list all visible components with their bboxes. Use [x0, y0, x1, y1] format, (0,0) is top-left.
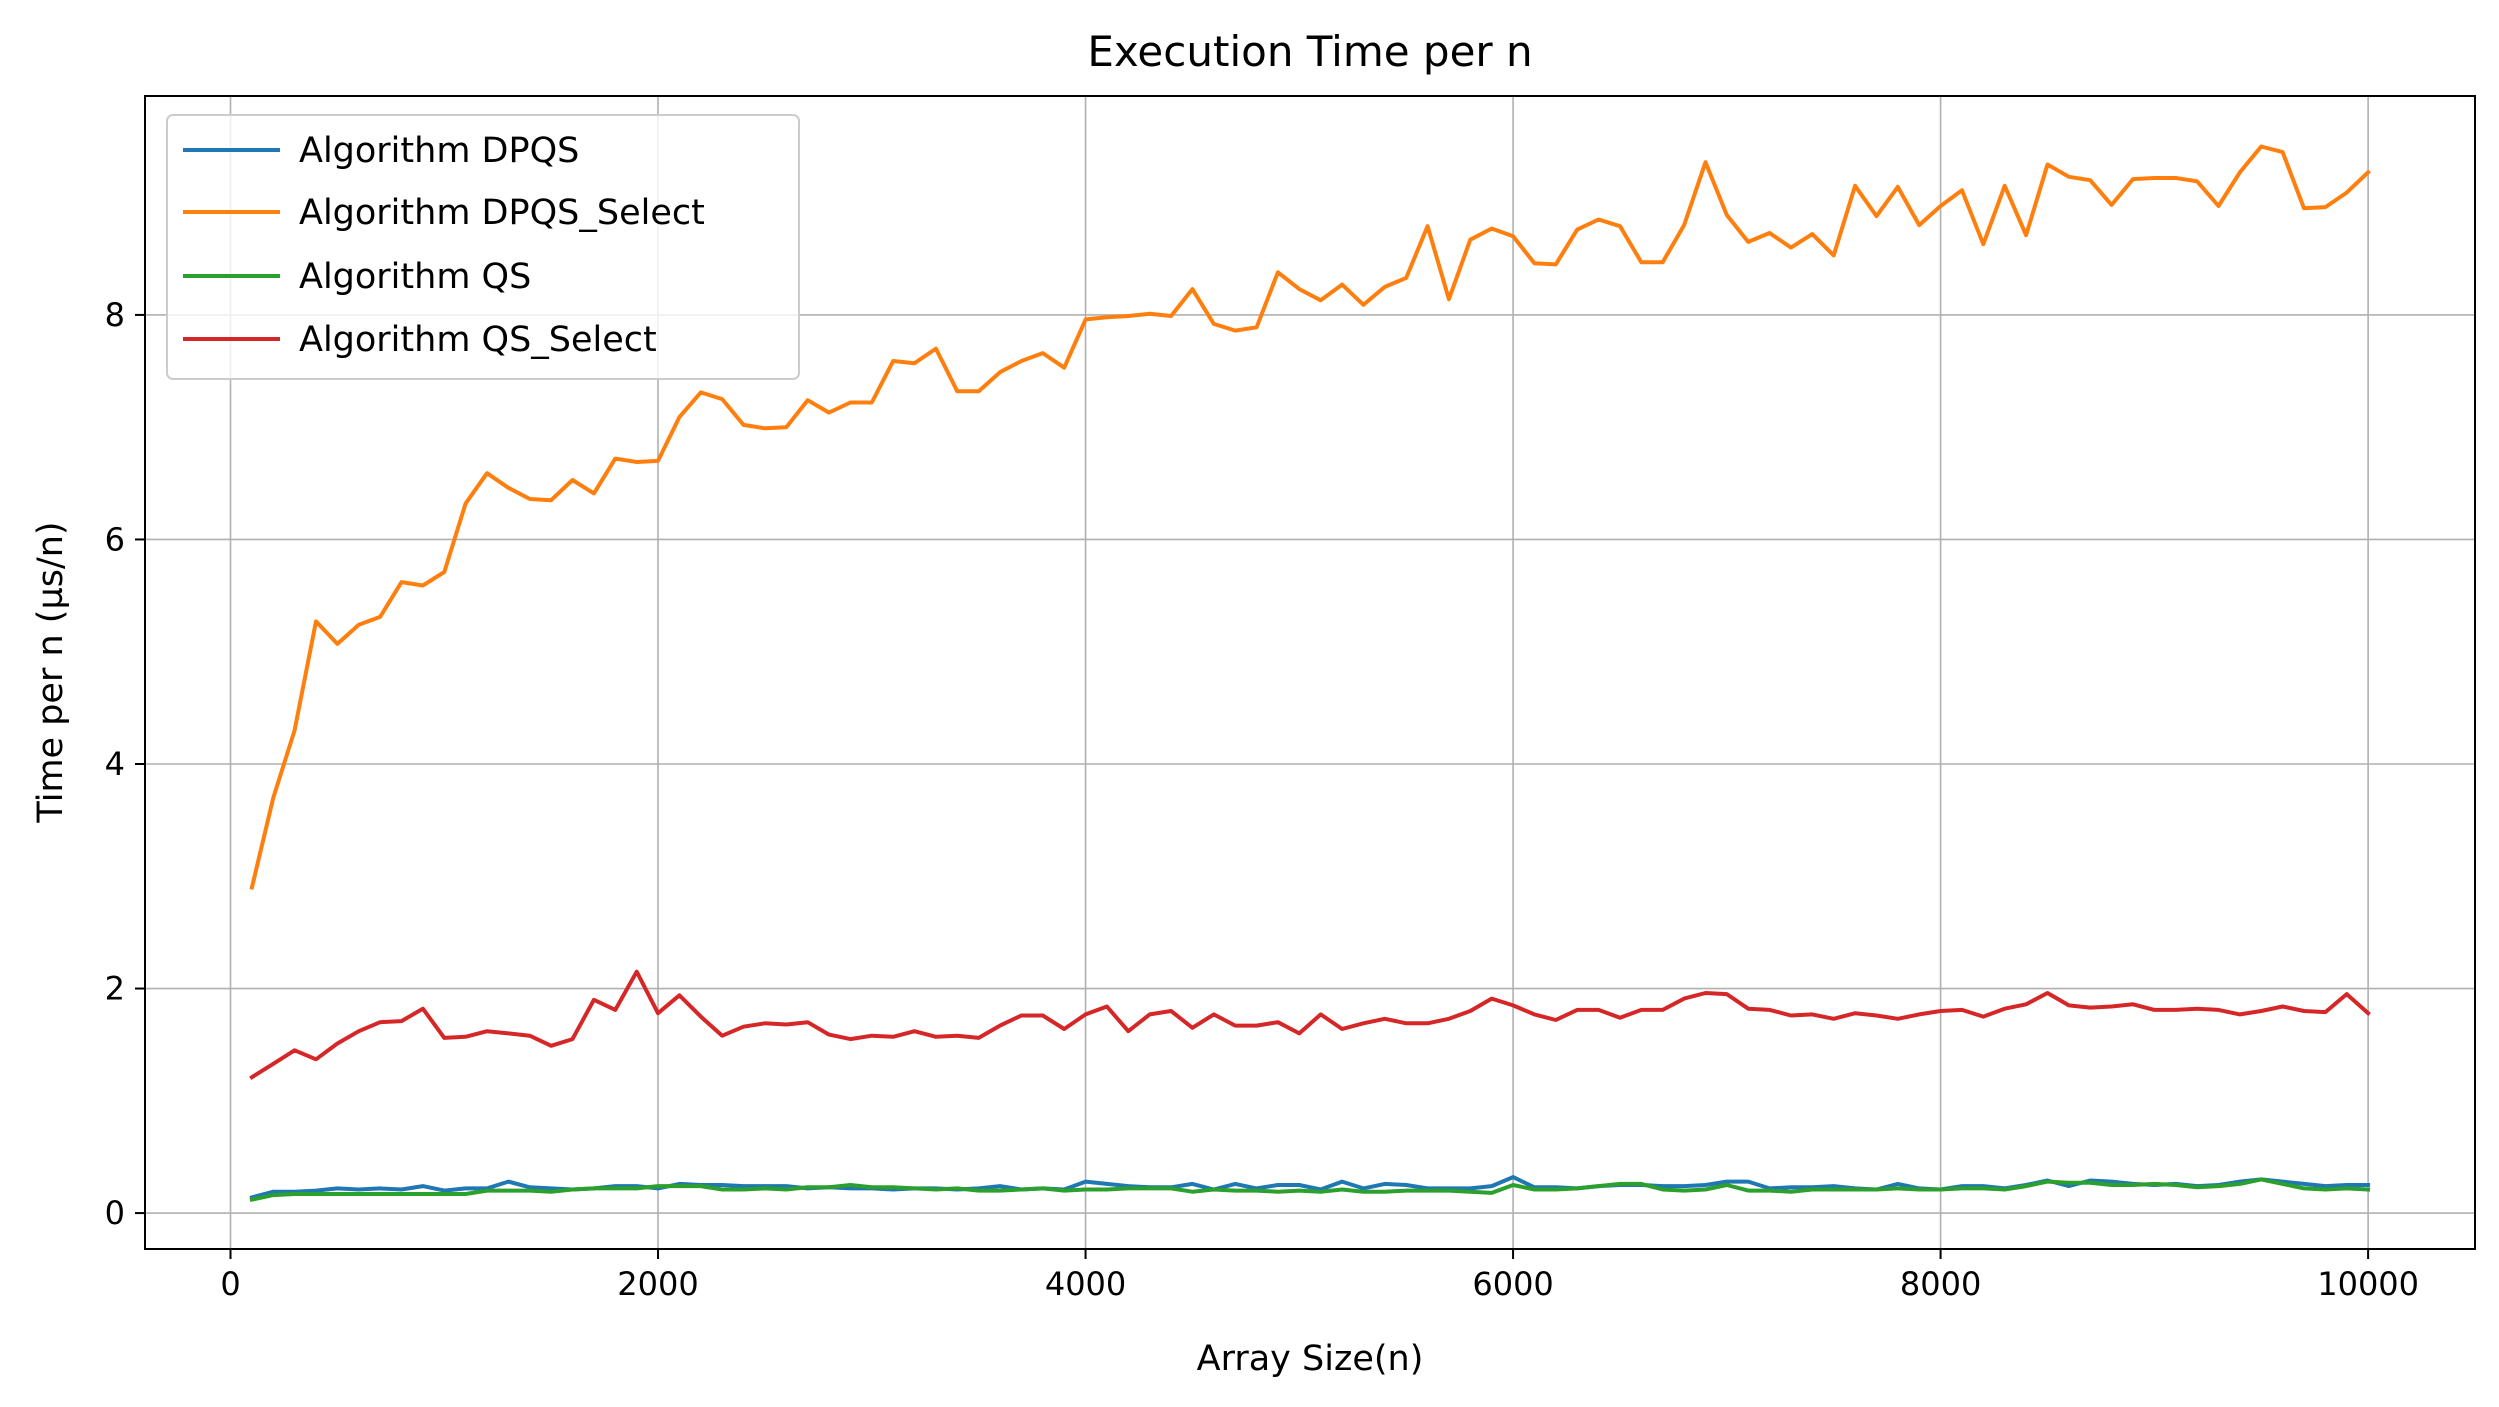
x-axis-label: Array Size(n) [1197, 1339, 1424, 1379]
y-tick-label: 4 [105, 745, 125, 783]
legend-label-qs-select: Algorithm QS_Select [299, 320, 657, 360]
chart-title: Execution Time per n [1087, 27, 1532, 76]
legend-entry-dpqs: Algorithm DPQS [183, 131, 579, 171]
x-tick-label: 10000 [2317, 1265, 2419, 1303]
x-tick-label: 0 [220, 1265, 240, 1303]
legend: Algorithm DPQS Algorithm DPQS_Select Alg… [166, 114, 800, 380]
y-axis-ticks: 0 2 4 6 8 [105, 296, 145, 1232]
y-tick-label: 2 [105, 970, 125, 1008]
legend-entry-qs-select: Algorithm QS_Select [183, 320, 657, 360]
legend-label-qs: Algorithm QS [299, 257, 531, 297]
legend-box [166, 114, 800, 380]
x-tick-label: 2000 [617, 1265, 698, 1303]
legend-label-dpqs: Algorithm DPQS [299, 131, 579, 171]
legend-label-dpqs-select: Algorithm DPQS_Select [299, 193, 705, 233]
y-tick-label: 6 [105, 520, 125, 558]
y-tick-label: 8 [105, 296, 125, 334]
y-axis-label: Time per n (µs/n) [31, 521, 71, 823]
series-line-algorithm-qs [249, 1177, 2371, 1202]
x-tick-label: 8000 [1900, 1265, 1981, 1303]
grid-lines [145, 96, 2475, 1249]
x-tick-label: 4000 [1045, 1265, 1126, 1303]
legend-entry-dpqs-select: Algorithm DPQS_Select [183, 193, 705, 233]
x-tick-label: 6000 [1472, 1265, 1553, 1303]
y-tick-label: 0 [105, 1194, 125, 1232]
series-line-algorithm-dpqs-select [249, 144, 2371, 890]
series-lines [249, 144, 2371, 1202]
plot-frame [144, 95, 2476, 1250]
x-axis-ticks: 0 2000 4000 6000 8000 10000 [220, 1249, 2419, 1303]
legend-entry-qs: Algorithm QS [183, 257, 531, 297]
series-line-algorithm-qs-select [249, 969, 2371, 1080]
